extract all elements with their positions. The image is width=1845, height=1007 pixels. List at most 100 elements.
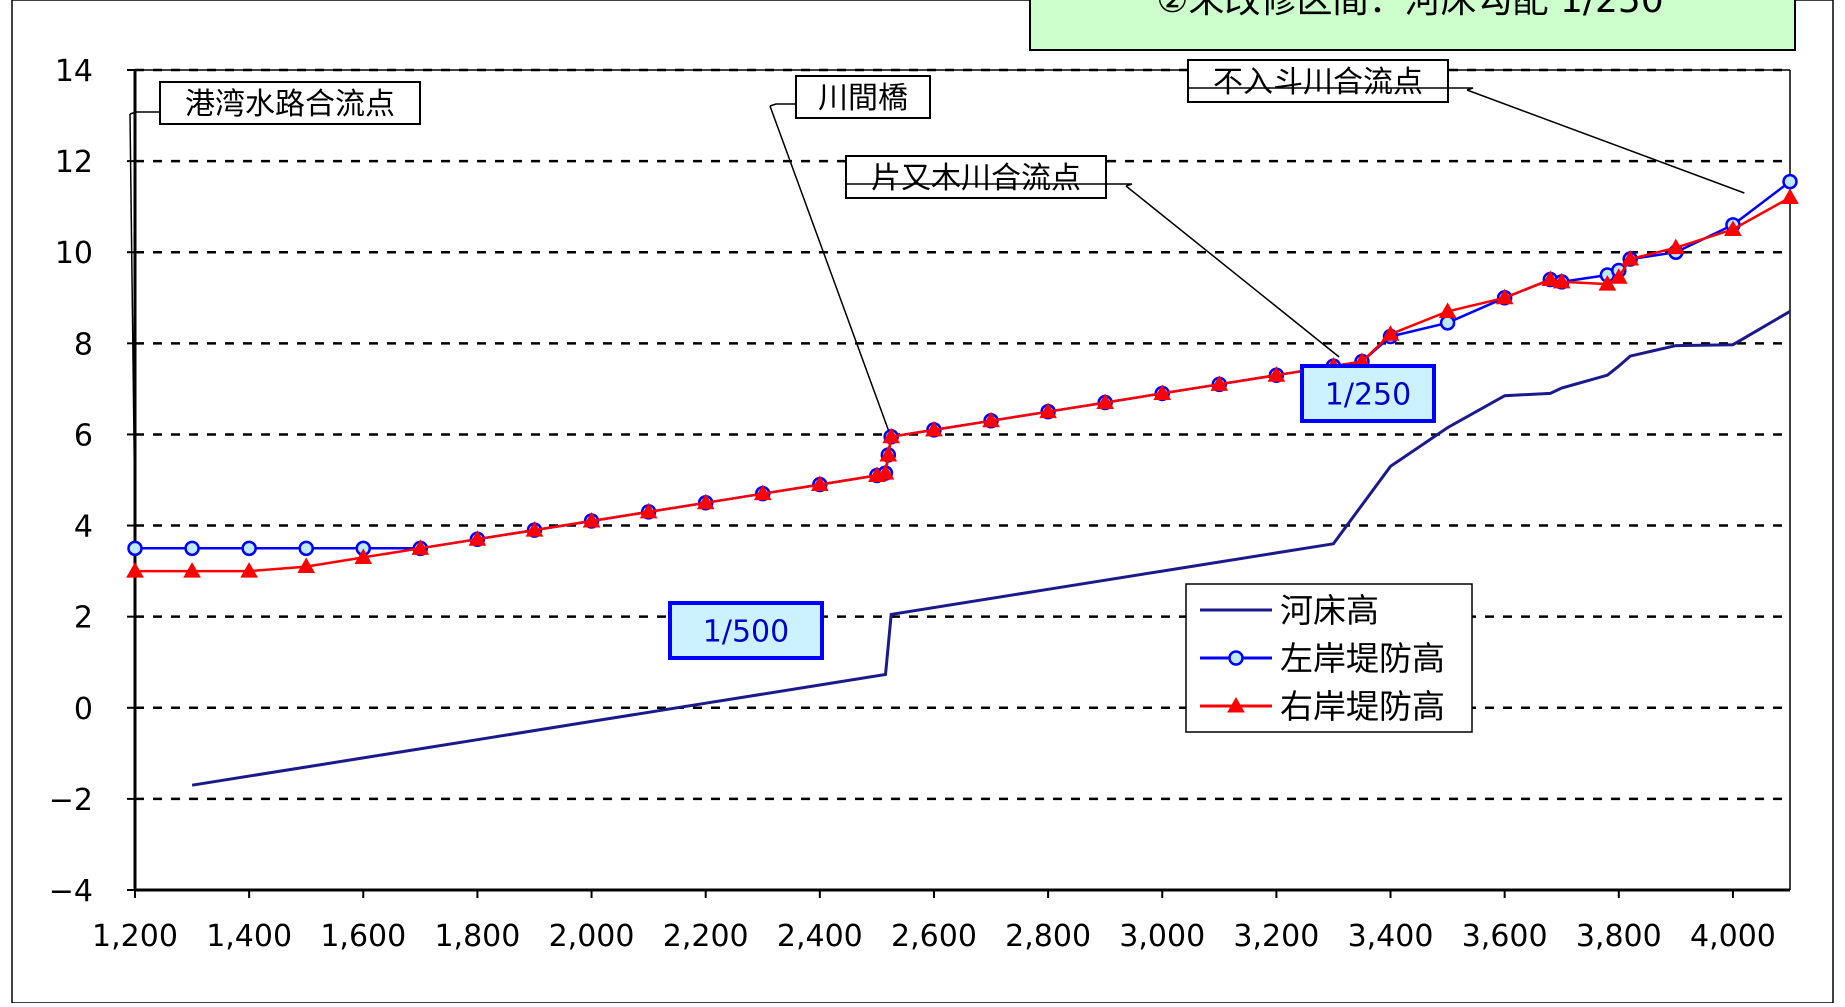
data-point	[982, 411, 1000, 428]
annotation-box	[1187, 59, 1449, 103]
y-tick-label: 12	[55, 145, 93, 180]
data-point	[241, 540, 257, 557]
data-point	[1781, 188, 1799, 205]
data-point	[582, 511, 601, 528]
data-point	[696, 493, 715, 510]
x-tick-label: 1,800	[434, 919, 520, 954]
legend-label: 左岸堤防高	[1280, 639, 1445, 678]
legend-marker	[1227, 696, 1245, 713]
data-point	[468, 530, 487, 546]
data-point	[810, 475, 829, 492]
data-point	[1541, 270, 1560, 287]
y-tick-label: −4	[49, 874, 93, 909]
x-tick-label: 2,400	[777, 919, 863, 954]
series-lines	[126, 173, 1799, 787]
chart-title: ②未改修区間：河床勾配 1/250	[1156, 0, 1663, 21]
annotation-callout: 川間橋	[769, 75, 931, 431]
annotation-callout: 片又木川合流点	[845, 155, 1340, 358]
gradient-label: 1/500	[668, 601, 824, 660]
series-none	[191, 310, 1791, 787]
data-point	[411, 539, 430, 555]
annotation-label: 不入斗川合流点	[1213, 65, 1423, 100]
annotation-box	[159, 81, 421, 125]
data-point	[639, 502, 658, 519]
legend-label: 河床高	[1280, 591, 1379, 630]
data-point	[354, 548, 373, 564]
gradient-label: 1/250	[1300, 364, 1436, 423]
data-point	[1495, 288, 1514, 305]
y-tick-label: 4	[74, 510, 93, 545]
annotation-label: 川間橋	[818, 81, 908, 116]
annotation-leader	[129, 113, 136, 522]
data-point	[1782, 173, 1798, 190]
annotation-box	[795, 75, 931, 119]
data-point	[1210, 375, 1229, 391]
data-point	[925, 420, 943, 437]
annotation-label: 片又木川合流点	[871, 161, 1081, 196]
series-triangle	[126, 188, 1799, 578]
y-tick-label: −2	[49, 783, 93, 818]
y-tick-label: 6	[74, 418, 93, 453]
x-tick-label: 1,400	[206, 919, 292, 954]
axes: −4 −2 0 2 4 6 8 10 12 14 1,200 1,400 1,600 1,800 2,000…	[49, 54, 1791, 954]
data-point	[1153, 384, 1172, 400]
data-point	[1039, 402, 1057, 419]
data-point	[127, 540, 143, 557]
data-point	[1609, 268, 1628, 284]
data-point	[525, 521, 544, 537]
legend-item: 河床高	[1200, 591, 1379, 630]
data-point	[882, 427, 901, 444]
x-tick-label: 3,800	[1576, 919, 1662, 954]
annotation-leader	[1125, 185, 1340, 358]
data-point	[298, 540, 314, 557]
gradient-label-text: 1/500	[703, 615, 789, 650]
x-tick-label: 2,800	[1005, 919, 1091, 954]
data-point	[1667, 238, 1685, 255]
chart-title-background	[1029, 0, 1796, 51]
chart-title-box: ②未改修区間：河床勾配 1/250	[1029, 0, 1796, 51]
x-tick-label: 4,000	[1690, 919, 1776, 954]
gradient-label-box	[1300, 364, 1436, 423]
x-tick-label: 1,200	[92, 919, 178, 954]
data-point	[1267, 366, 1286, 382]
x-tick-label: 3,000	[1119, 919, 1205, 954]
legend-label: 右岸堤防高	[1280, 687, 1445, 726]
data-point	[1381, 325, 1400, 341]
legend-marker	[1228, 650, 1244, 666]
annotation-hook	[769, 103, 796, 107]
chart-frame	[11, 0, 1834, 1004]
y-tick-label: 0	[74, 692, 93, 727]
annotation-label: 港湾水路合流点	[185, 87, 395, 122]
data-point	[126, 562, 144, 578]
data-point	[1621, 250, 1640, 266]
data-point	[1096, 393, 1115, 410]
series-line	[191, 310, 1791, 787]
annotation-leader	[1466, 89, 1745, 194]
data-point	[183, 562, 201, 578]
x-tick-label: 2,600	[891, 919, 977, 954]
legend-item: 右岸堤防高	[1200, 687, 1445, 726]
legend-item: 左岸堤防高	[1200, 639, 1445, 678]
data-point	[876, 464, 895, 480]
data-point	[297, 557, 316, 574]
data-point	[240, 562, 258, 578]
y-tick-label: 2	[74, 601, 93, 636]
annotation-leader	[769, 105, 890, 431]
x-tick-label: 2,200	[663, 919, 749, 954]
annotation-hook	[129, 111, 160, 115]
x-tick-label: 3,600	[1462, 919, 1548, 954]
annotation-box	[845, 155, 1107, 199]
gradient-label-box	[668, 601, 824, 660]
annotation-callout: 港湾水路合流点	[129, 81, 421, 522]
data-point	[879, 445, 898, 462]
x-tick-label: 1,600	[320, 919, 406, 954]
x-tick-label: 3,400	[1348, 919, 1434, 954]
data-point	[1552, 272, 1571, 289]
y-tick-label: 14	[55, 54, 93, 89]
data-point	[753, 484, 772, 501]
gradient-label-text: 1/250	[1325, 378, 1411, 413]
